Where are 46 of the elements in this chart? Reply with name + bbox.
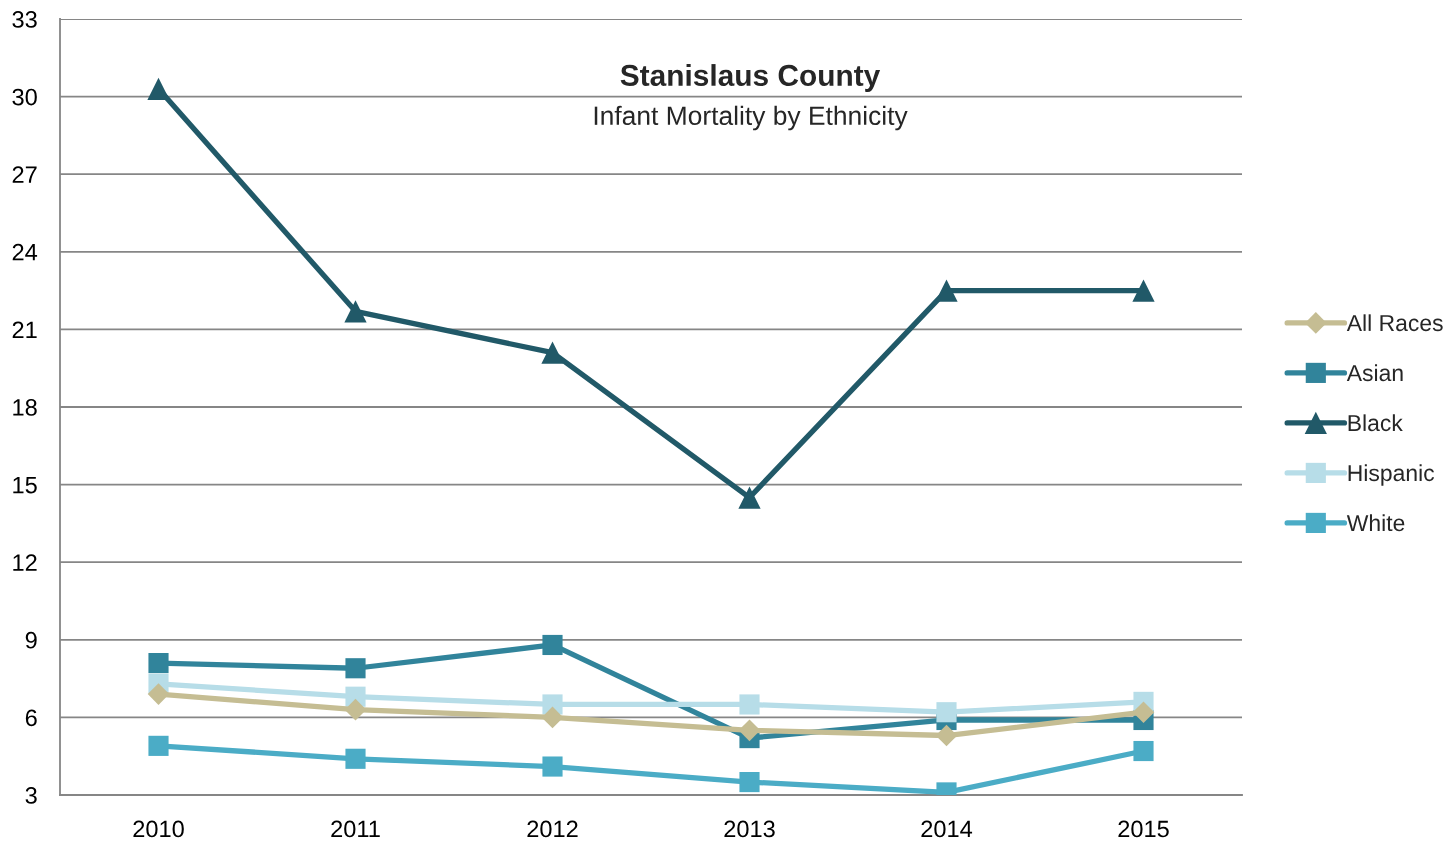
y-tick-label: 3 — [25, 787, 37, 804]
point — [738, 719, 761, 742]
y-tick-label: 15 — [13, 476, 37, 494]
point — [344, 300, 367, 323]
point — [541, 706, 564, 729]
point — [147, 77, 170, 100]
y-tick-label: 12 — [13, 554, 37, 571]
point — [936, 702, 957, 723]
y-tick-label: 9 — [25, 631, 37, 649]
point — [344, 698, 367, 721]
text: Infant Mortality by Ethnicity — [594, 105, 908, 131]
x-tick-label: 2015 — [1118, 820, 1169, 838]
legend-label: Asian — [1346, 364, 1403, 382]
point — [147, 683, 170, 705]
legend-label: White — [1346, 514, 1405, 532]
point — [541, 341, 564, 364]
text: Stanislaus County — [620, 64, 881, 92]
y-tick-label: 6 — [25, 709, 37, 727]
point — [148, 735, 169, 756]
point — [739, 694, 760, 715]
point — [1133, 740, 1154, 762]
x-tick-label: 2010 — [133, 820, 184, 838]
point — [542, 634, 563, 656]
legend-label: Black — [1348, 414, 1403, 432]
point — [935, 279, 958, 302]
point — [148, 653, 169, 674]
x-tick-label: 2013 — [724, 820, 775, 838]
point — [345, 748, 366, 769]
point — [739, 772, 760, 793]
y-tick-label: 21 — [12, 321, 37, 338]
y-tick-label: 33 — [12, 11, 37, 28]
legend-label: Hispanic — [1348, 464, 1435, 486]
point — [345, 658, 366, 679]
point — [1132, 701, 1155, 724]
y-tick-label: 18 — [13, 399, 37, 416]
x-tick-label: 2014 — [921, 820, 973, 838]
point — [935, 724, 958, 747]
x-tick-label: 2012 — [527, 820, 578, 838]
legend-label: All Races — [1346, 314, 1443, 332]
y-tick-label: 24 — [12, 243, 38, 261]
y-tick-label: 30 — [12, 88, 37, 106]
point — [738, 486, 761, 509]
point — [1132, 279, 1155, 302]
y-tick-label: 27 — [12, 166, 37, 183]
x-tick-label: 2011 — [331, 820, 380, 838]
point — [542, 756, 563, 777]
